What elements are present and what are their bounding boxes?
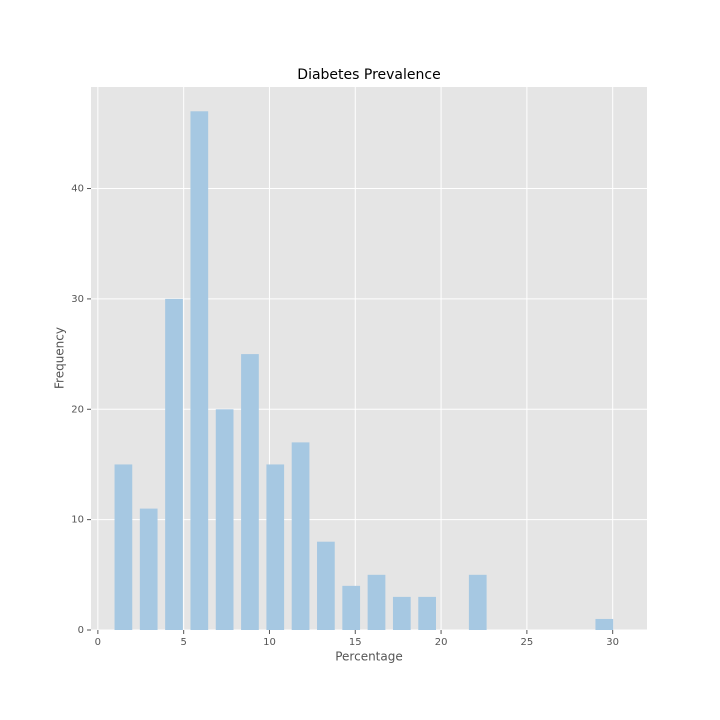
x-axis-label: Percentage [335, 650, 403, 664]
y-tick-label: 0 [78, 625, 84, 636]
bar [266, 464, 285, 630]
bar [392, 596, 411, 630]
y-tick-label: 10 [71, 515, 84, 526]
bar [291, 442, 310, 630]
bar [114, 464, 133, 630]
bar [418, 596, 436, 630]
x-tick-label: 20 [435, 637, 448, 648]
bar [317, 541, 335, 630]
bar [367, 574, 386, 630]
x-tick-label: 10 [263, 637, 276, 648]
x-tick-label: 0 [95, 637, 101, 648]
bar [595, 618, 614, 630]
x-tick-label: 30 [606, 637, 619, 648]
y-tick-label: 20 [71, 404, 84, 415]
x-tick-label: 25 [521, 637, 534, 648]
bar [241, 354, 259, 630]
x-tick-label: 15 [349, 637, 362, 648]
bar [342, 585, 361, 630]
bar [165, 298, 183, 630]
chart-title: Diabetes Prevalence [297, 67, 440, 83]
bar [468, 574, 487, 630]
bar [139, 508, 158, 630]
y-tick-label: 40 [71, 184, 84, 195]
y-axis-label: Frequency [53, 327, 67, 389]
bar [215, 409, 234, 630]
bar [190, 111, 209, 630]
y-tick-label: 30 [71, 294, 84, 305]
x-tick-label: 5 [180, 637, 186, 648]
